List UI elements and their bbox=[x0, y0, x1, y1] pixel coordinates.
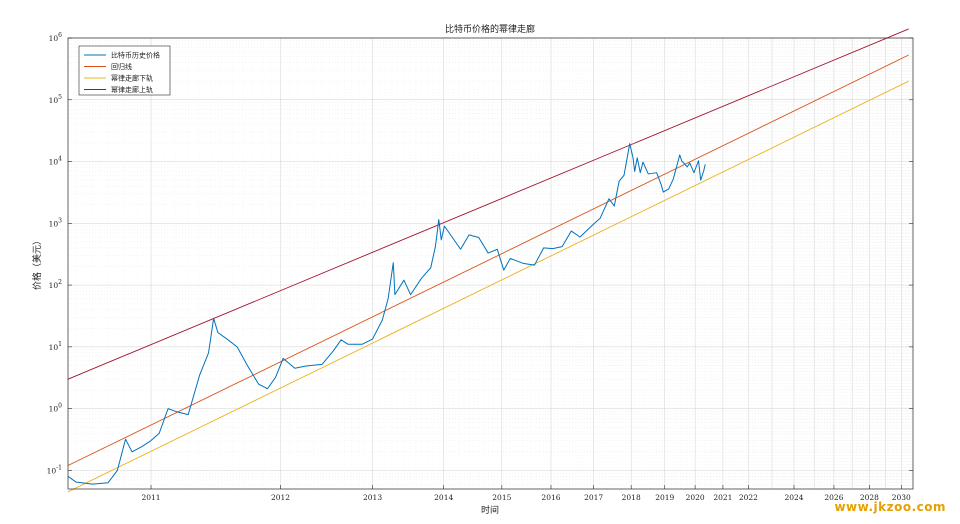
y-tick-label: 10-1 bbox=[47, 464, 62, 475]
legend-label: 幂律走廊上轨 bbox=[111, 85, 153, 94]
x-tick-label: 2011 bbox=[141, 493, 160, 502]
x-tick-label: 2015 bbox=[492, 493, 511, 502]
x-tick-label: 2030 bbox=[892, 493, 911, 502]
x-tick-label: 2016 bbox=[541, 493, 560, 502]
x-axis-label: 时间 bbox=[481, 504, 499, 516]
x-tick-label: 2026 bbox=[824, 493, 843, 502]
y-tick-label: 102 bbox=[49, 279, 63, 290]
y-axis-ticks: 10-1 100 101 102 103 104 105 106 bbox=[47, 32, 913, 475]
y-tick-label: 101 bbox=[49, 341, 62, 352]
series-line-1 bbox=[67, 54, 909, 466]
y-tick-label: 103 bbox=[49, 217, 63, 228]
y-tick-label: 100 bbox=[49, 403, 63, 414]
plot-frame bbox=[67, 37, 914, 490]
series-line-3 bbox=[67, 28, 909, 380]
x-tick-label: 2017 bbox=[584, 493, 603, 502]
series-layer bbox=[67, 28, 909, 493]
chart-title: 比特币价格的幂律走廊 bbox=[445, 23, 535, 35]
series-line-2 bbox=[67, 80, 909, 493]
x-tick-label: 2014 bbox=[434, 493, 453, 502]
y-tick-label: 104 bbox=[49, 156, 63, 167]
legend-label: 幂律走廊下轨 bbox=[111, 74, 153, 83]
legend-box bbox=[78, 45, 171, 96]
y-tick-label: 105 bbox=[49, 94, 63, 105]
x-tick-label: 2019 bbox=[655, 493, 674, 502]
x-tick-label: 2024 bbox=[784, 493, 803, 502]
y-tick-label: 106 bbox=[49, 32, 63, 43]
y-axis-label: 价格（美元） bbox=[31, 236, 43, 290]
legend-label: 比特币历史价格 bbox=[111, 51, 160, 60]
site-watermark: www.jkzoo.com bbox=[834, 500, 946, 514]
x-tick-label: 2028 bbox=[860, 493, 879, 502]
x-tick-label: 2022 bbox=[739, 493, 758, 502]
x-tick-label: 2018 bbox=[622, 493, 641, 502]
legend-label: 回归线 bbox=[111, 62, 132, 71]
x-axis-ticks: 2011 2012 2013 2014 2015 2016 2017 2018 2019 2020… bbox=[141, 485, 911, 502]
series-line-0 bbox=[67, 143, 706, 485]
x-tick-label: 2021 bbox=[713, 493, 732, 502]
x-tick-label: 2020 bbox=[686, 493, 705, 502]
x-tick-label: 2012 bbox=[271, 493, 290, 502]
x-tick-label: 2013 bbox=[363, 493, 382, 502]
